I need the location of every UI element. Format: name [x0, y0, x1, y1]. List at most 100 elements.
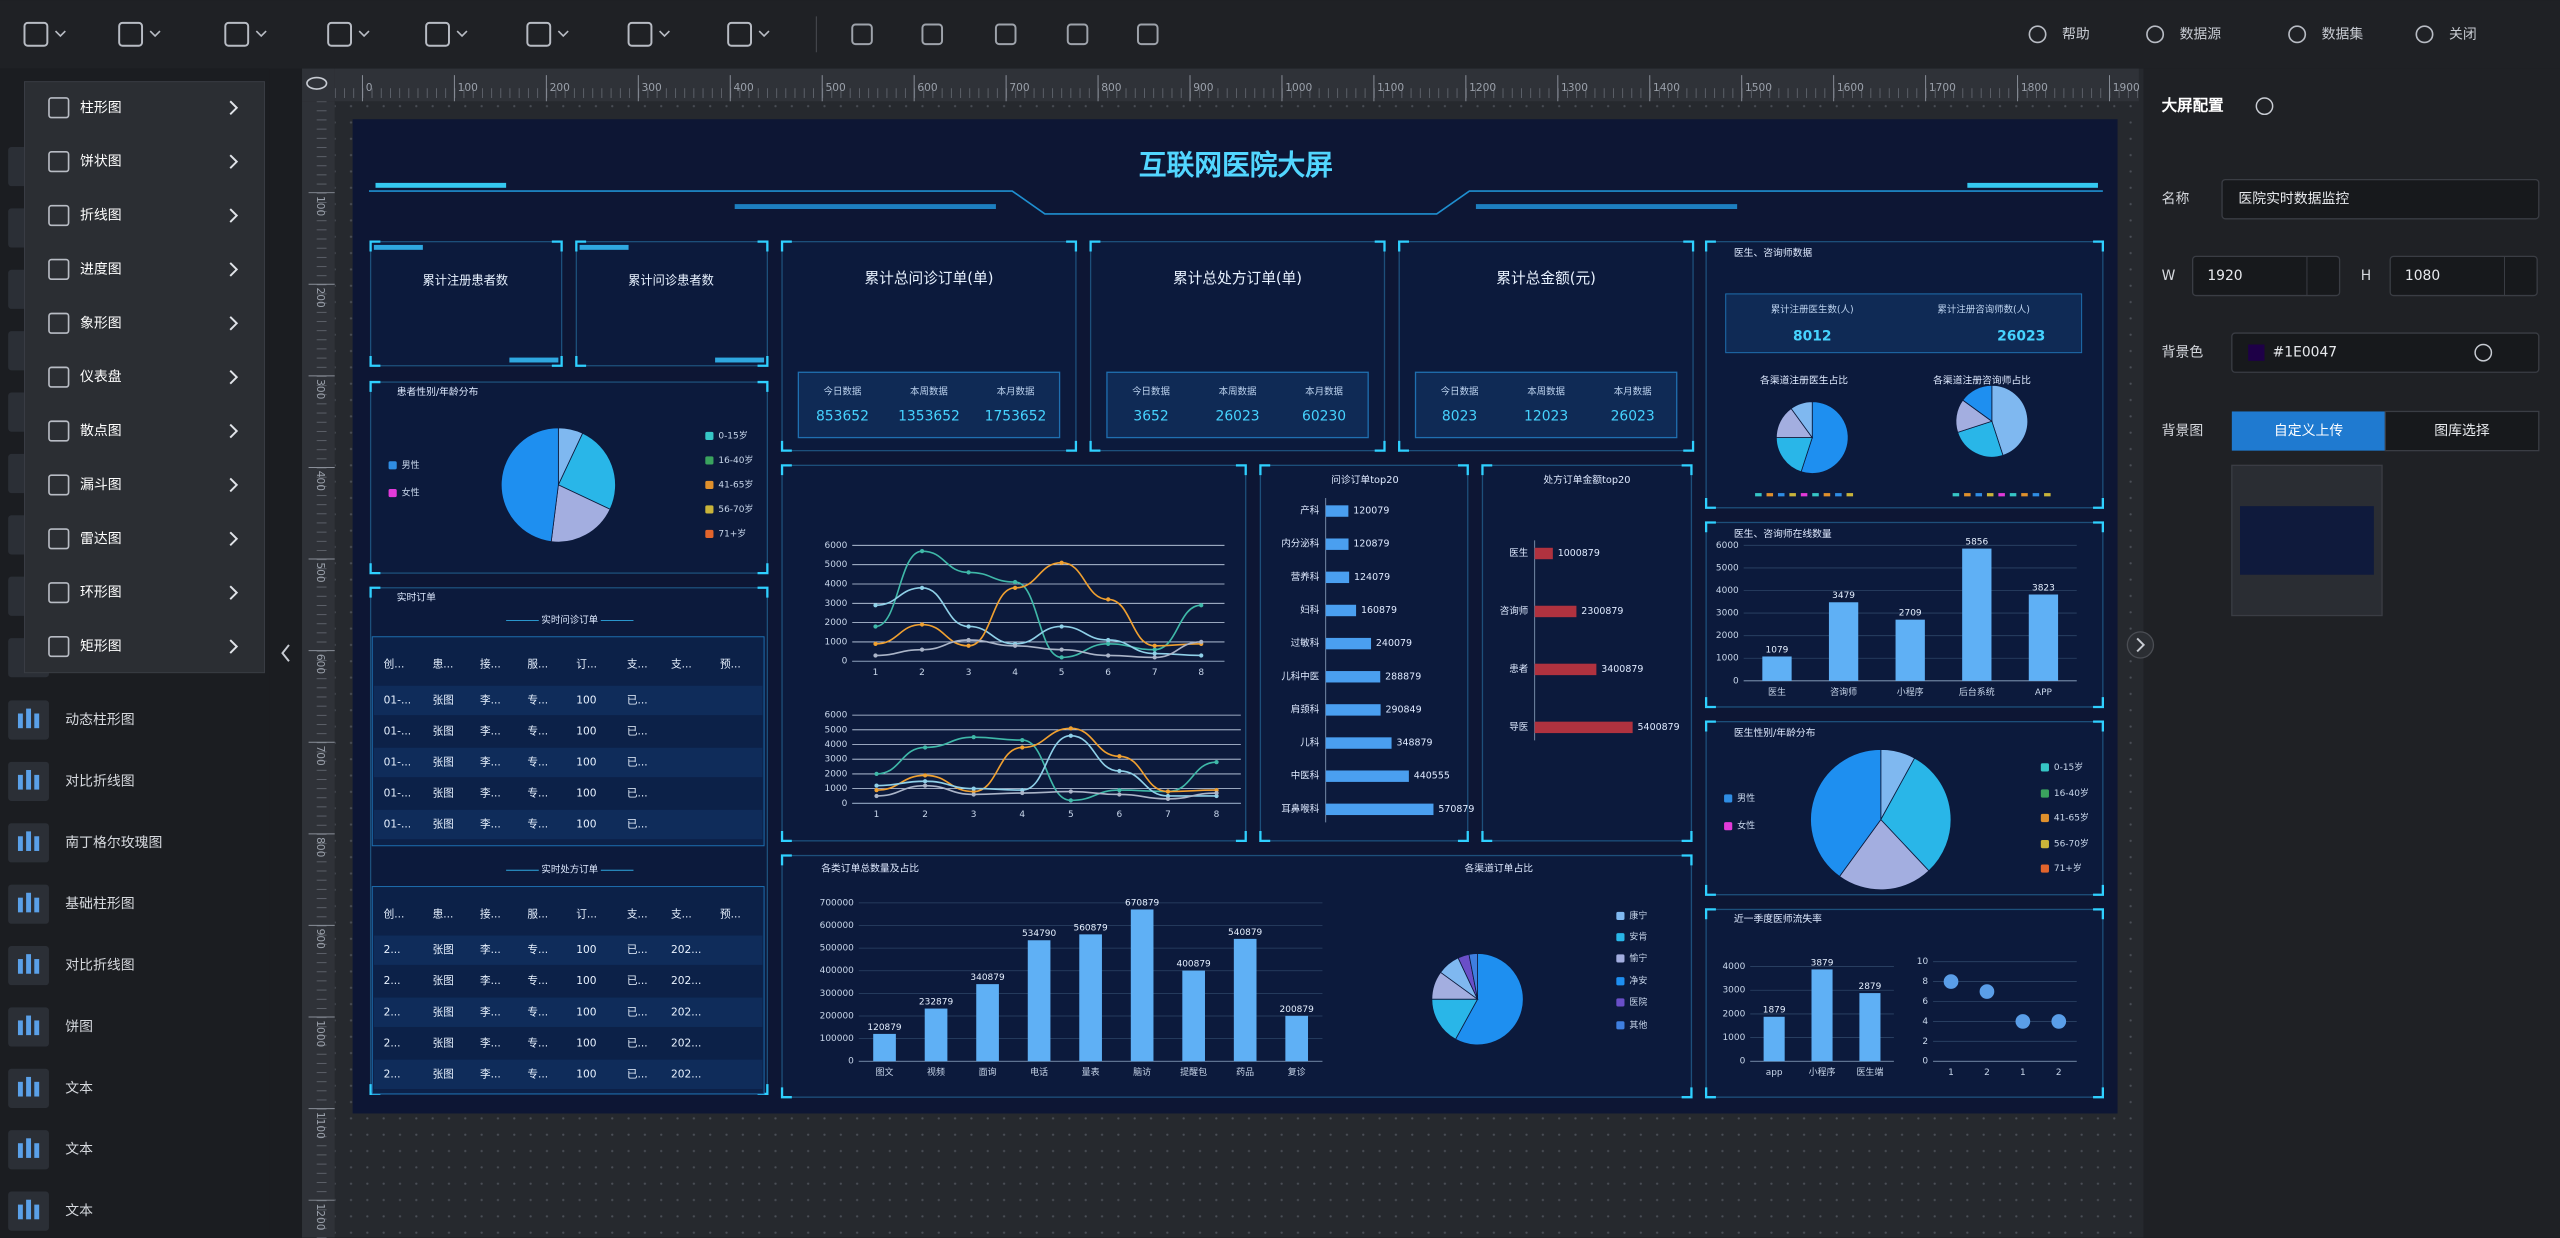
tool-icon[interactable]	[224, 21, 250, 47]
menu-item[interactable]: 漏斗图	[80, 477, 122, 493]
menu-item[interactable]: 矩形图	[80, 639, 122, 655]
icon-bar	[26, 831, 32, 851]
button-label[interactable]: 自定义上传	[2274, 423, 2343, 439]
menu-item[interactable]: 环形图	[80, 585, 122, 601]
tool-icon[interactable]	[526, 21, 552, 47]
legend-label: 0-15岁	[718, 429, 747, 441]
menu-item[interactable]: 进度图	[80, 261, 122, 277]
component-item[interactable]: 文本	[65, 1203, 93, 1219]
tool-icon[interactable]	[1136, 23, 1159, 46]
bar	[1534, 721, 1633, 734]
y-tick-label: 产科	[1300, 505, 1319, 517]
menu-item[interactable]: 象形图	[80, 315, 122, 331]
dropdown-caret	[255, 30, 267, 38]
legend-chip	[2044, 493, 2051, 497]
y-tick-label: 0	[1740, 1057, 1746, 1067]
component-item[interactable]: 基础柱形图	[65, 895, 134, 912]
tool-icon[interactable]	[1066, 23, 1089, 46]
menu-item[interactable]: 饼状图	[80, 154, 122, 170]
input-box[interactable]	[2192, 255, 2341, 297]
gallery-button[interactable]	[2384, 410, 2540, 452]
component-item[interactable]: 对比折线图	[65, 958, 134, 974]
legend-label: 56-70岁	[718, 503, 753, 515]
tool-icon[interactable]	[327, 21, 352, 47]
component-item[interactable]: 动态柱形图	[65, 712, 134, 728]
toolbar-action[interactable]: 帮助	[2062, 26, 2090, 42]
tool-icon[interactable]	[727, 21, 752, 47]
x-tick-label: 3	[966, 668, 972, 678]
value-label: 290849	[1386, 704, 1422, 715]
input-box[interactable]	[2221, 178, 2540, 220]
y-tick-label: 6	[1922, 997, 1928, 1007]
panel-corner	[2093, 497, 2104, 509]
table-header: 预...	[720, 658, 741, 671]
y-tick-label: 2000	[825, 618, 848, 628]
panel	[781, 464, 1247, 842]
panel-corner	[1457, 464, 1469, 476]
menu-item[interactable]: 雷达图	[80, 531, 122, 547]
menu-item[interactable]: 柱形图	[80, 100, 122, 116]
tool-icon[interactable]	[921, 23, 944, 46]
tool-icon[interactable]	[994, 23, 1017, 46]
line-point	[919, 549, 925, 554]
upload-button[interactable]	[2231, 411, 2386, 451]
legend-swatch	[2040, 840, 2049, 849]
menu-item[interactable]: 仪表盘	[80, 368, 122, 385]
bar	[1325, 671, 1381, 683]
menu-chevron	[229, 477, 239, 493]
legend-swatch	[1616, 977, 1625, 986]
ruler-label: 1500	[1745, 81, 1772, 94]
table-header: 患...	[433, 907, 454, 920]
component-item[interactable]: 南丁格尔玫瑰图	[65, 835, 162, 851]
toolbar-action[interactable]: 数据集	[2322, 26, 2364, 42]
component-item[interactable]: 文本	[65, 1142, 93, 1158]
clear-icon[interactable]	[2474, 343, 2493, 362]
legend-label: 41-65岁	[2054, 811, 2089, 823]
input-box[interactable]	[2231, 332, 2540, 373]
ruler-top-ticks	[334, 68, 2139, 102]
line-point	[1106, 637, 1111, 643]
icon-bar	[17, 959, 23, 974]
component-item[interactable]: 饼图	[65, 1019, 93, 1035]
menu-chevron	[229, 262, 239, 277]
x-tick-label: 5	[1059, 668, 1065, 678]
eye-icon[interactable]	[306, 76, 328, 90]
legend-swatch	[705, 505, 714, 514]
component-item[interactable]: 文本	[65, 1080, 93, 1096]
x-tick-label: 2	[922, 810, 928, 820]
collapse-left[interactable]	[281, 644, 290, 662]
toolbar-action[interactable]: 关闭	[2449, 26, 2477, 42]
tool-icon[interactable]	[425, 21, 450, 47]
icon-bar	[26, 708, 32, 729]
table-title: 实时处方订单	[541, 864, 598, 876]
menu-item[interactable]: 折线图	[80, 208, 122, 224]
input-box[interactable]	[2389, 255, 2538, 297]
table-cell: 202...	[671, 1067, 701, 1080]
stat-label: 本周数据	[1219, 385, 1257, 397]
tool-icon[interactable]	[23, 21, 49, 47]
tool-icon[interactable]	[851, 23, 873, 46]
component-item[interactable]: 对比折线图	[65, 773, 134, 789]
ruler-label: 1100	[1377, 81, 1404, 94]
panel-corner	[780, 464, 792, 476]
icon-bar	[26, 769, 32, 790]
y-tick-label: 3000	[825, 599, 848, 609]
panel-corner	[780, 440, 792, 452]
stat-value: 26023	[1611, 408, 1655, 424]
menu-item[interactable]: 散点图	[80, 423, 122, 439]
line-point	[874, 793, 879, 799]
tool-icon[interactable]	[627, 21, 653, 47]
table-cell: 李...	[480, 974, 501, 987]
legend-chip	[2021, 493, 2028, 497]
pie-slice	[1790, 401, 1813, 439]
dropdown-caret	[149, 30, 161, 38]
table-header: 支...	[627, 658, 648, 671]
tool-icon[interactable]	[118, 21, 144, 47]
button-label[interactable]: 图库选择	[2434, 423, 2490, 439]
y-tick-label: 咨询师	[1500, 605, 1528, 617]
icon-bar	[26, 954, 32, 974]
table-cell: 100	[576, 755, 597, 768]
table-cell: 已...	[627, 1005, 648, 1018]
toolbar-action[interactable]: 数据源	[2180, 26, 2222, 42]
expand-right[interactable]	[2126, 631, 2155, 659]
